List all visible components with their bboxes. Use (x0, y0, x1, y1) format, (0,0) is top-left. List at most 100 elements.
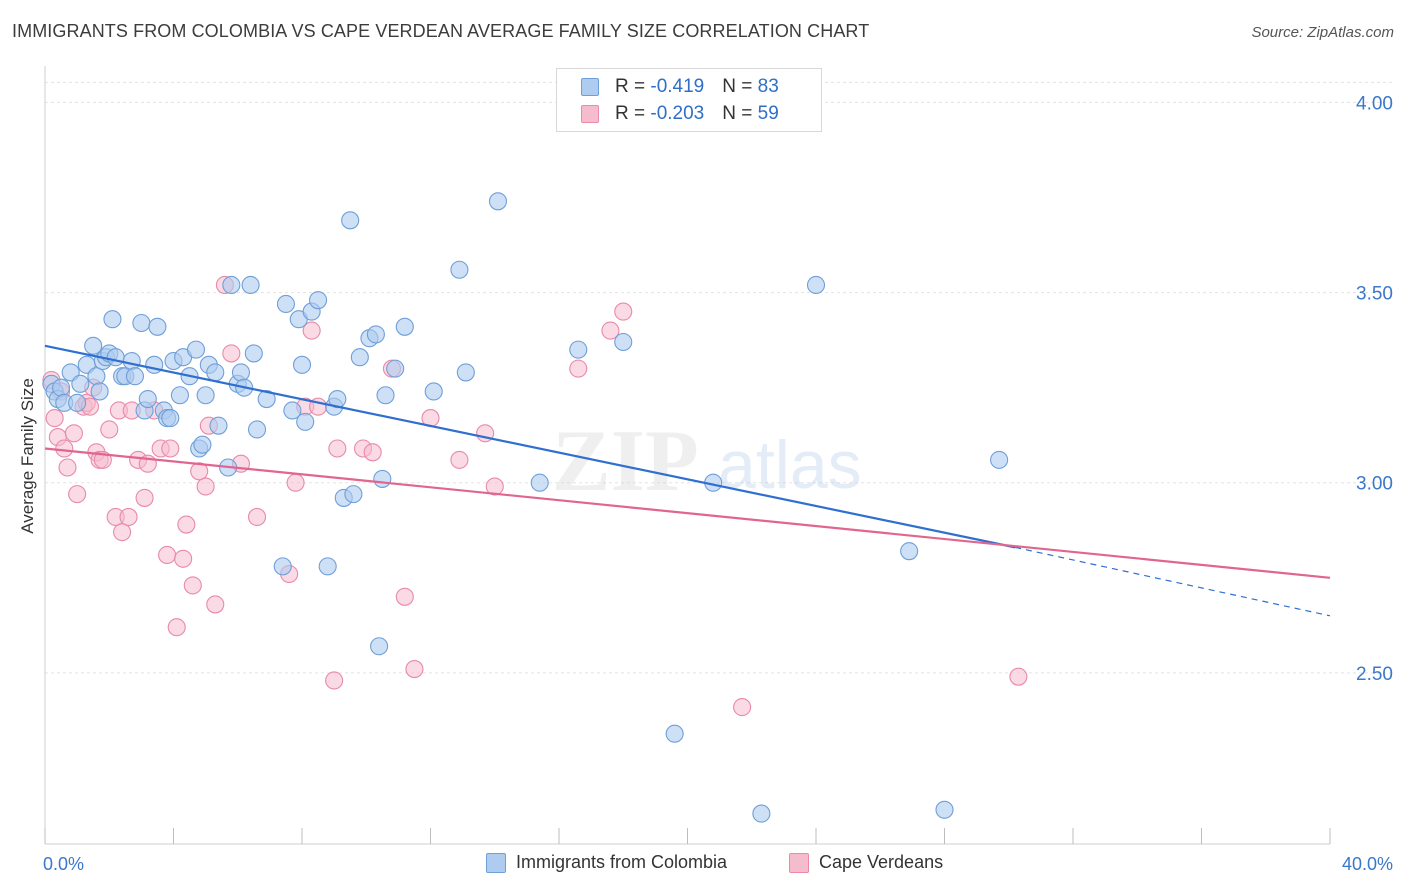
legend-item-cape-verdeans[interactable]: Cape Verdeans (789, 852, 943, 873)
data-point-colombia (752, 804, 771, 823)
legend-swatch-cape-verdeans (789, 852, 809, 873)
data-point-cape-verdeans (1009, 667, 1028, 686)
data-point-colombia (68, 393, 87, 412)
data-point-cape-verdeans (614, 302, 633, 321)
legend-r-value: -0.419 (650, 76, 705, 97)
data-point-cape-verdeans (64, 424, 83, 443)
y-axis-label: Average Family Size (18, 378, 37, 534)
data-point-colombia (122, 351, 141, 371)
trend-lines (44, 344, 1331, 617)
data-point-colombia (990, 450, 1009, 469)
chart-title: IMMIGRANTS FROM COLOMBIA VS CAPE VERDEAN… (12, 21, 870, 41)
data-point-colombia (71, 374, 90, 393)
data-point-colombia (530, 473, 549, 492)
data-point-colombia (247, 420, 267, 439)
data-point-cape-verdeans (58, 458, 77, 477)
data-point-colombia (125, 367, 144, 386)
data-point-colombia (395, 317, 414, 336)
x-tick-labels: 0.0% 40.0% (43, 854, 1393, 874)
legend-n-value: 83 (757, 76, 779, 97)
data-point-cape-verdeans (190, 462, 209, 481)
data-point-colombia (292, 355, 312, 374)
data-point-cape-verdeans (247, 507, 267, 526)
watermark: ZIP atlas (552, 413, 862, 510)
data-point-colombia (450, 260, 469, 279)
data-point-colombia (350, 348, 369, 367)
data-point-colombia (614, 332, 633, 352)
data-point-cape-verdeans (601, 321, 620, 340)
data-point-cape-verdeans (206, 595, 225, 614)
legend-r-label: R = (615, 103, 651, 124)
data-point-colombia (222, 275, 241, 295)
data-point-cape-verdeans (302, 321, 321, 340)
y-tick-labels: 2.50 3.00 3.50 4.00 (1356, 93, 1393, 684)
data-point-cape-verdeans (286, 473, 305, 492)
series-cape-verdeans (42, 275, 1028, 717)
data-point-cape-verdeans (177, 515, 196, 534)
watermark-atlas: atlas (718, 427, 862, 503)
data-point-cape-verdeans (196, 477, 215, 496)
legend-r-label: R = (615, 76, 651, 97)
data-point-colombia (386, 359, 405, 378)
watermark-zip: ZIP (552, 413, 699, 510)
data-point-colombia (87, 367, 106, 386)
data-point-cape-verdeans (135, 488, 154, 507)
data-point-cape-verdeans (167, 618, 186, 637)
data-point-cape-verdeans (450, 450, 469, 469)
data-point-colombia (456, 363, 475, 382)
data-point-colombia (370, 637, 389, 656)
series-legend: Immigrants from Colombia Cape Verdeans (0, 852, 1406, 876)
data-point-cape-verdeans (113, 523, 132, 542)
data-point-colombia (196, 386, 215, 405)
data-point-colombia (273, 557, 292, 576)
data-point-cape-verdeans (395, 587, 414, 606)
data-point-colombia (488, 192, 508, 211)
data-point-colombia (52, 378, 71, 397)
data-point-colombia (170, 386, 189, 405)
data-point-colombia (257, 390, 276, 409)
axes (44, 66, 1331, 845)
data-point-colombia (376, 386, 395, 405)
data-point-colombia (138, 390, 157, 409)
legend-row-colombia: R = -0.419 N = 83 (581, 75, 779, 99)
data-point-cape-verdeans (325, 671, 344, 690)
series-colombia (42, 192, 1009, 823)
data-point-colombia (186, 340, 206, 359)
legend-r-value: -0.203 (650, 103, 705, 124)
data-point-cape-verdeans (100, 420, 119, 439)
data-point-colombia (296, 412, 315, 431)
data-point-cape-verdeans (183, 576, 202, 595)
data-point-colombia (209, 416, 228, 435)
data-point-cape-verdeans (485, 477, 504, 496)
data-point-colombia (148, 317, 167, 336)
data-point-colombia (935, 800, 954, 819)
data-point-colombia (193, 435, 212, 454)
trend-line-colombia-extension (1015, 546, 1331, 617)
legend-n-label: N = (722, 76, 758, 97)
legend-row-cape-verdeans: R = -0.203 N = 59 (581, 102, 779, 126)
data-point-cape-verdeans (45, 409, 64, 428)
data-point-colombia (106, 348, 125, 367)
y-tick-label: 3.00 (1356, 474, 1393, 495)
data-point-colombia (84, 336, 103, 355)
data-point-cape-verdeans (405, 660, 424, 679)
data-point-cape-verdeans (158, 545, 177, 565)
x-tick-label-min: 0.0% (43, 854, 84, 874)
legend-item-colombia[interactable]: Immigrants from Colombia (486, 852, 727, 873)
legend-swatch-blue (581, 78, 599, 96)
data-point-colombia (373, 469, 392, 488)
data-point-colombia (132, 313, 151, 333)
trend-line-cape-verdeans (44, 447, 1331, 579)
correlation-legend: R = -0.419 N = 83 R = -0.203 N = 59 (556, 68, 822, 132)
data-point-colombia (900, 542, 919, 561)
legend-swatch-pink (581, 105, 599, 123)
trend-line-colombia (44, 344, 1016, 549)
y-tick-label: 4.00 (1356, 93, 1393, 114)
data-point-colombia (569, 340, 588, 359)
data-point-colombia (90, 382, 109, 401)
legend-n-label: N = (722, 103, 758, 124)
data-point-colombia (276, 294, 295, 314)
data-point-cape-verdeans (222, 344, 241, 363)
data-point-colombia (161, 409, 180, 428)
legend-label-cape-verdeans: Cape Verdeans (819, 852, 944, 872)
